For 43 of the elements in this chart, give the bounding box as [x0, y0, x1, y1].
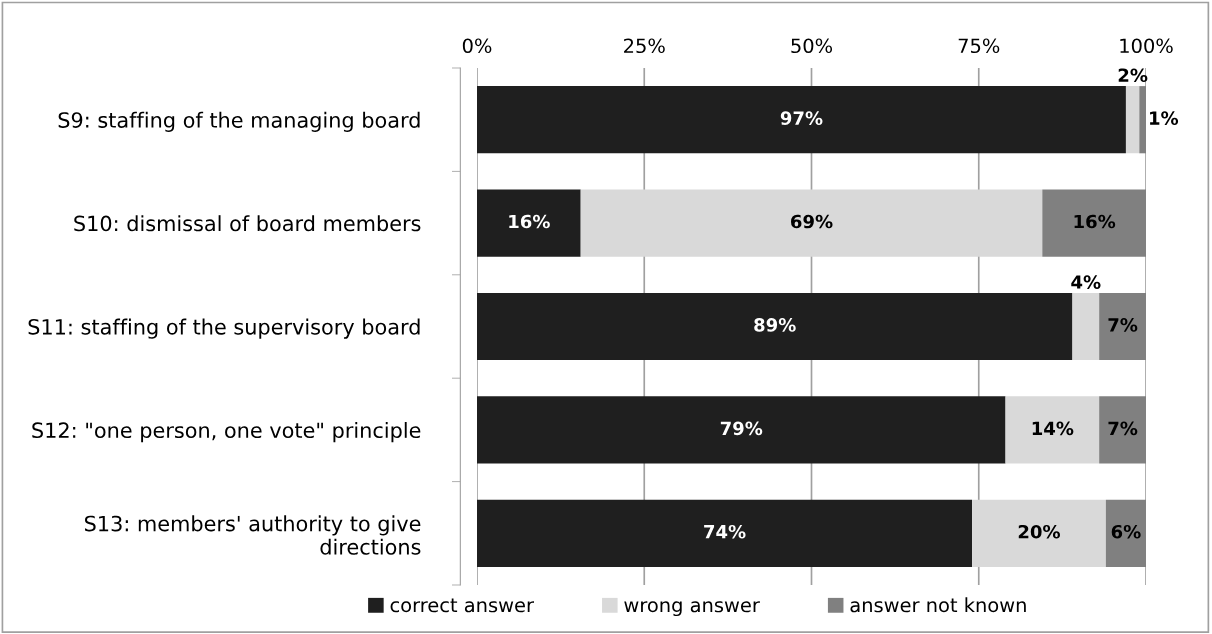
bar — [1105, 499, 1146, 567]
data-label: 2% — [1118, 68, 1148, 83]
data-label: 74% — [704, 524, 746, 539]
data-label: 4% — [1071, 275, 1101, 289]
bar — [1042, 189, 1146, 257]
legend-label: wrong answer — [624, 601, 760, 617]
bar — [1099, 396, 1146, 464]
data-label: 16% — [1074, 214, 1116, 229]
bar — [477, 499, 973, 567]
bar — [477, 292, 1073, 361]
y-tick-label: S13: members' authority to give directions — [84, 515, 421, 555]
bar — [1005, 396, 1100, 464]
bar — [1125, 86, 1140, 154]
y-tick-label: S10: dismissal of board members — [74, 215, 421, 232]
legend-label: correct answer — [390, 598, 534, 613]
bar — [1139, 86, 1146, 154]
bar — [1099, 292, 1146, 361]
y-tick-label: S9: staffing of the managing board — [58, 111, 420, 132]
data-label: 16% — [509, 214, 550, 229]
x-tick-label: 50% — [791, 38, 833, 54]
data-label: 89% — [754, 318, 796, 332]
data-label: 6% — [1111, 524, 1141, 539]
bar — [477, 86, 1126, 154]
data-label: 1% — [1150, 111, 1179, 125]
data-label: 7% — [1108, 318, 1138, 332]
bar — [580, 189, 1043, 257]
data-label: 7% — [1108, 421, 1138, 436]
data-label: 14% — [1032, 421, 1074, 436]
bar — [477, 396, 1006, 464]
data-label: 97% — [780, 111, 823, 125]
x-tick-label: 25% — [624, 38, 665, 54]
bar — [477, 189, 581, 257]
bar — [972, 499, 1106, 567]
x-tick-label: 75% — [958, 38, 1000, 54]
bar — [1072, 292, 1100, 361]
data-label: 79% — [720, 421, 763, 436]
data-label: 69% — [791, 214, 833, 229]
x-tick-label: 100% — [1120, 38, 1173, 54]
x-tick-label: 0% — [462, 38, 492, 54]
legend-label: answer not known — [850, 597, 1026, 613]
data-label: 20% — [1018, 524, 1060, 539]
y-tick-label: S11: staffing of the supervisory board — [28, 318, 420, 339]
y-tick-label: S12: "one person, one vote" principle — [32, 421, 421, 443]
